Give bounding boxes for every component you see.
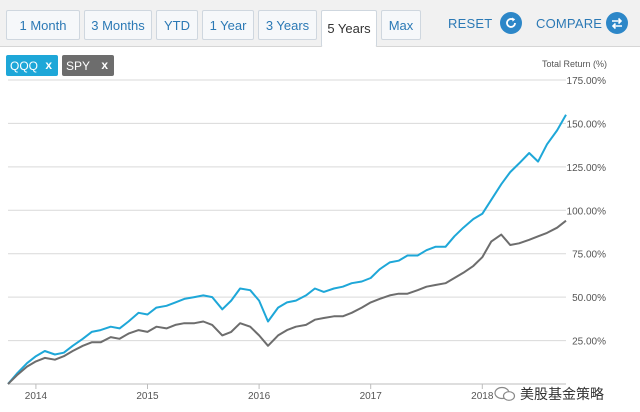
reset-icon[interactable] [500, 12, 522, 34]
tab-5-years[interactable]: 5 Years [321, 10, 377, 47]
ticker-label: SPY [66, 58, 91, 73]
tab-3-months[interactable]: 3 Months [84, 10, 152, 40]
y-tick-label: 175.00% [567, 76, 607, 87]
tab-1-month[interactable]: 1 Month [6, 10, 80, 40]
range-tab-bar: 1 Month 3 Months YTD 1 Year 3 Years 5 Ye… [0, 0, 640, 47]
y-tick-label: 50.00% [572, 293, 606, 304]
remove-spy-button[interactable]: x [101, 58, 108, 72]
series-line-spy [7, 219, 567, 385]
tab-max[interactable]: Max [381, 10, 421, 40]
ticker-label: QQQ [10, 58, 39, 73]
y-tick-label: 25.00% [572, 337, 606, 348]
x-tick-label: 2015 [136, 391, 159, 402]
y-tick-label: 125.00% [567, 163, 607, 174]
y-tick-label: 100.00% [567, 206, 607, 217]
tab-1-year[interactable]: 1 Year [202, 10, 254, 40]
series-lines [7, 114, 567, 385]
remove-qqq-button[interactable]: x [45, 58, 52, 72]
x-tick-label: 2014 [25, 391, 48, 402]
watermark-text: 美股基金策略 [520, 386, 604, 402]
grid [8, 79, 566, 389]
tab-3-years[interactable]: 3 Years [258, 10, 317, 40]
x-tick-labels: 2014 2015 2016 2017 2018 [25, 391, 494, 402]
y-tick-label: 150.00% [567, 119, 607, 130]
y-tick-label: 75.00% [572, 250, 606, 261]
x-tick-label: 2016 [248, 391, 271, 402]
ticker-chip-qqq: QQQ x [6, 55, 58, 76]
compare-button[interactable]: COMPARE [536, 16, 603, 31]
y-tick-labels: 25.00% 50.00% 75.00% 100.00% 125.00% 150.00% 1… [567, 76, 607, 348]
ticker-chip-spy: SPY x [62, 55, 114, 76]
x-tick-label: 2018 [471, 391, 494, 402]
compare-icon[interactable] [606, 12, 628, 34]
tab-ytd[interactable]: YTD [156, 10, 198, 40]
reset-button[interactable]: RESET [448, 16, 493, 31]
watermark: 美股基金策略 [494, 384, 604, 404]
wechat-icon [494, 386, 516, 401]
y-axis-label: Total Return (%) [542, 59, 607, 69]
series-line-qqq [7, 114, 567, 385]
x-tick-label: 2017 [360, 391, 383, 402]
